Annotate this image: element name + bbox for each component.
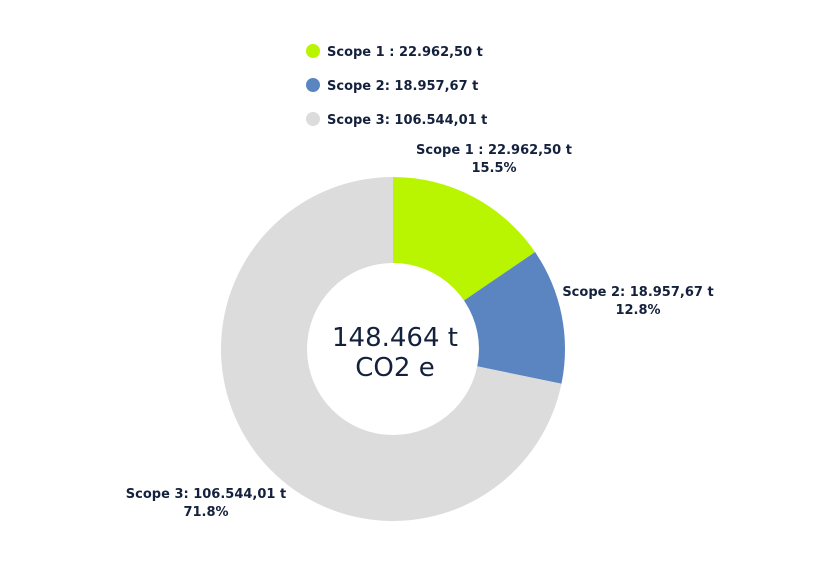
- legend-label-scope-3[interactable]: Scope 3: 106.544,01 t: [327, 113, 487, 128]
- center-total-label: 148.464 t: [332, 323, 458, 353]
- slice-labels: Scope 1 : 22.962,50 t 15.5% Scope 2: 18.95…: [126, 143, 714, 520]
- legend-marker-scope-2: [306, 78, 320, 92]
- slice-percent-scope-1: 15.5%: [471, 161, 516, 176]
- slice-label-scope-3: Scope 3: 106.544,01 t: [126, 487, 286, 502]
- center-unit-label: CO2 e: [355, 353, 434, 383]
- legend-marker-scope-1: [306, 44, 320, 58]
- donut-hole: [307, 263, 479, 435]
- legend-marker-scope-3: [306, 112, 320, 126]
- legend-label-scope-1[interactable]: Scope 1 : 22.962,50 t: [327, 45, 483, 60]
- slice-label-scope-2: Scope 2: 18.957,67 t: [562, 285, 713, 300]
- legend-label-scope-2[interactable]: Scope 2: 18.957,67 t: [327, 79, 478, 94]
- slice-percent-scope-2: 12.8%: [615, 303, 660, 318]
- slice-label-scope-1: Scope 1 : 22.962,50 t: [416, 143, 572, 158]
- slice-percent-scope-3: 71.8%: [183, 505, 228, 520]
- chart-legend: Scope 1 : 22.962,50 t Scope 2: 18.957,67 …: [306, 44, 487, 128]
